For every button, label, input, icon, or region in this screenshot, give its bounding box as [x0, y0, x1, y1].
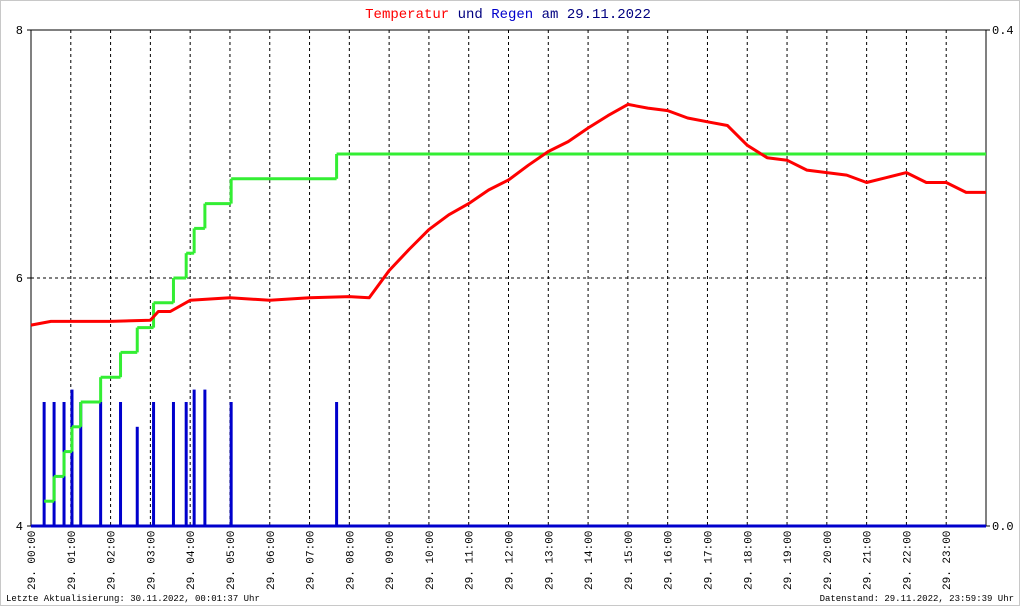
x-tick-label: 29. 22:00 [902, 531, 914, 590]
x-tick-label: 29. 08:00 [345, 531, 357, 590]
x-tick-label: 29. 06:00 [266, 531, 278, 590]
x-tick-label: 29. 16:00 [664, 531, 676, 590]
x-tick-label: 29. 05:00 [226, 531, 238, 590]
title-date: am 29.11.2022 [542, 7, 651, 23]
x-tick-label: 29. 02:00 [107, 531, 119, 590]
y2-tick-label: 0.4 [992, 24, 1014, 38]
rain-bar [99, 402, 103, 526]
x-tick-label: 29. 23:00 [942, 531, 954, 590]
rain-bar [335, 402, 339, 526]
temperature-line [30, 102, 986, 327]
rain-bar [184, 402, 188, 526]
x-tick-label: 29. 11:00 [465, 531, 477, 590]
rain-bar [203, 389, 207, 526]
y-tick-label: 4 [16, 520, 23, 534]
rain-bar [70, 389, 74, 526]
rain-bar [171, 402, 175, 526]
x-tick-label: 29. 15:00 [624, 531, 636, 590]
rain-bar [135, 426, 139, 526]
x-tick-label: 29. 13:00 [544, 531, 556, 590]
title-connector: und [458, 7, 483, 23]
title-rain: Regen [491, 7, 533, 23]
x-tick-label: 29. 04:00 [186, 531, 198, 590]
x-tick-label: 29. 19:00 [783, 531, 795, 590]
x-tick-label: 29. 01:00 [67, 531, 79, 590]
rain-bar [52, 402, 56, 526]
x-tick-label: 29. 18:00 [743, 531, 755, 590]
rain-bar [79, 402, 83, 526]
rain-bar [152, 402, 156, 526]
x-tick-label: 29. 20:00 [823, 531, 835, 590]
y2-tick-label: 0.0 [992, 520, 1014, 534]
plot-area: 29. 00:00 29. 01:00 29. 02:00 29. 03:00 29. … [16, 24, 1014, 590]
y-tick-label: 6 [16, 272, 23, 286]
y-tick-label: 8 [16, 24, 23, 38]
x-tick-label: 29. 00:00 [27, 531, 39, 590]
footer-left: Letzte Aktualisierung: 30.11.2022, 00:01… [6, 594, 260, 604]
rain-bar [229, 402, 233, 526]
rain-bar [192, 389, 196, 526]
x-tick-label: 29. 09:00 [385, 531, 397, 590]
x-tick-label: 29. 07:00 [306, 531, 318, 590]
x-tick-label: 29. 21:00 [863, 531, 875, 590]
chart-title: Temperatur und Regen am 29.11.2022 [365, 7, 651, 23]
title-temperature: Temperatur [365, 7, 449, 23]
rain-bar [119, 402, 123, 526]
rain-bar [42, 402, 46, 526]
footer-right: Datenstand: 29.11.2022, 23:59:39 Uhr [820, 594, 1014, 604]
x-tick-label: 29. 10:00 [425, 531, 437, 590]
x-tick-label: 29. 17:00 [703, 531, 715, 590]
x-tick-label: 29. 14:00 [584, 531, 596, 590]
x-tick-label: 29. 12:00 [505, 531, 517, 590]
x-tick-label: 29. 03:00 [146, 531, 158, 590]
